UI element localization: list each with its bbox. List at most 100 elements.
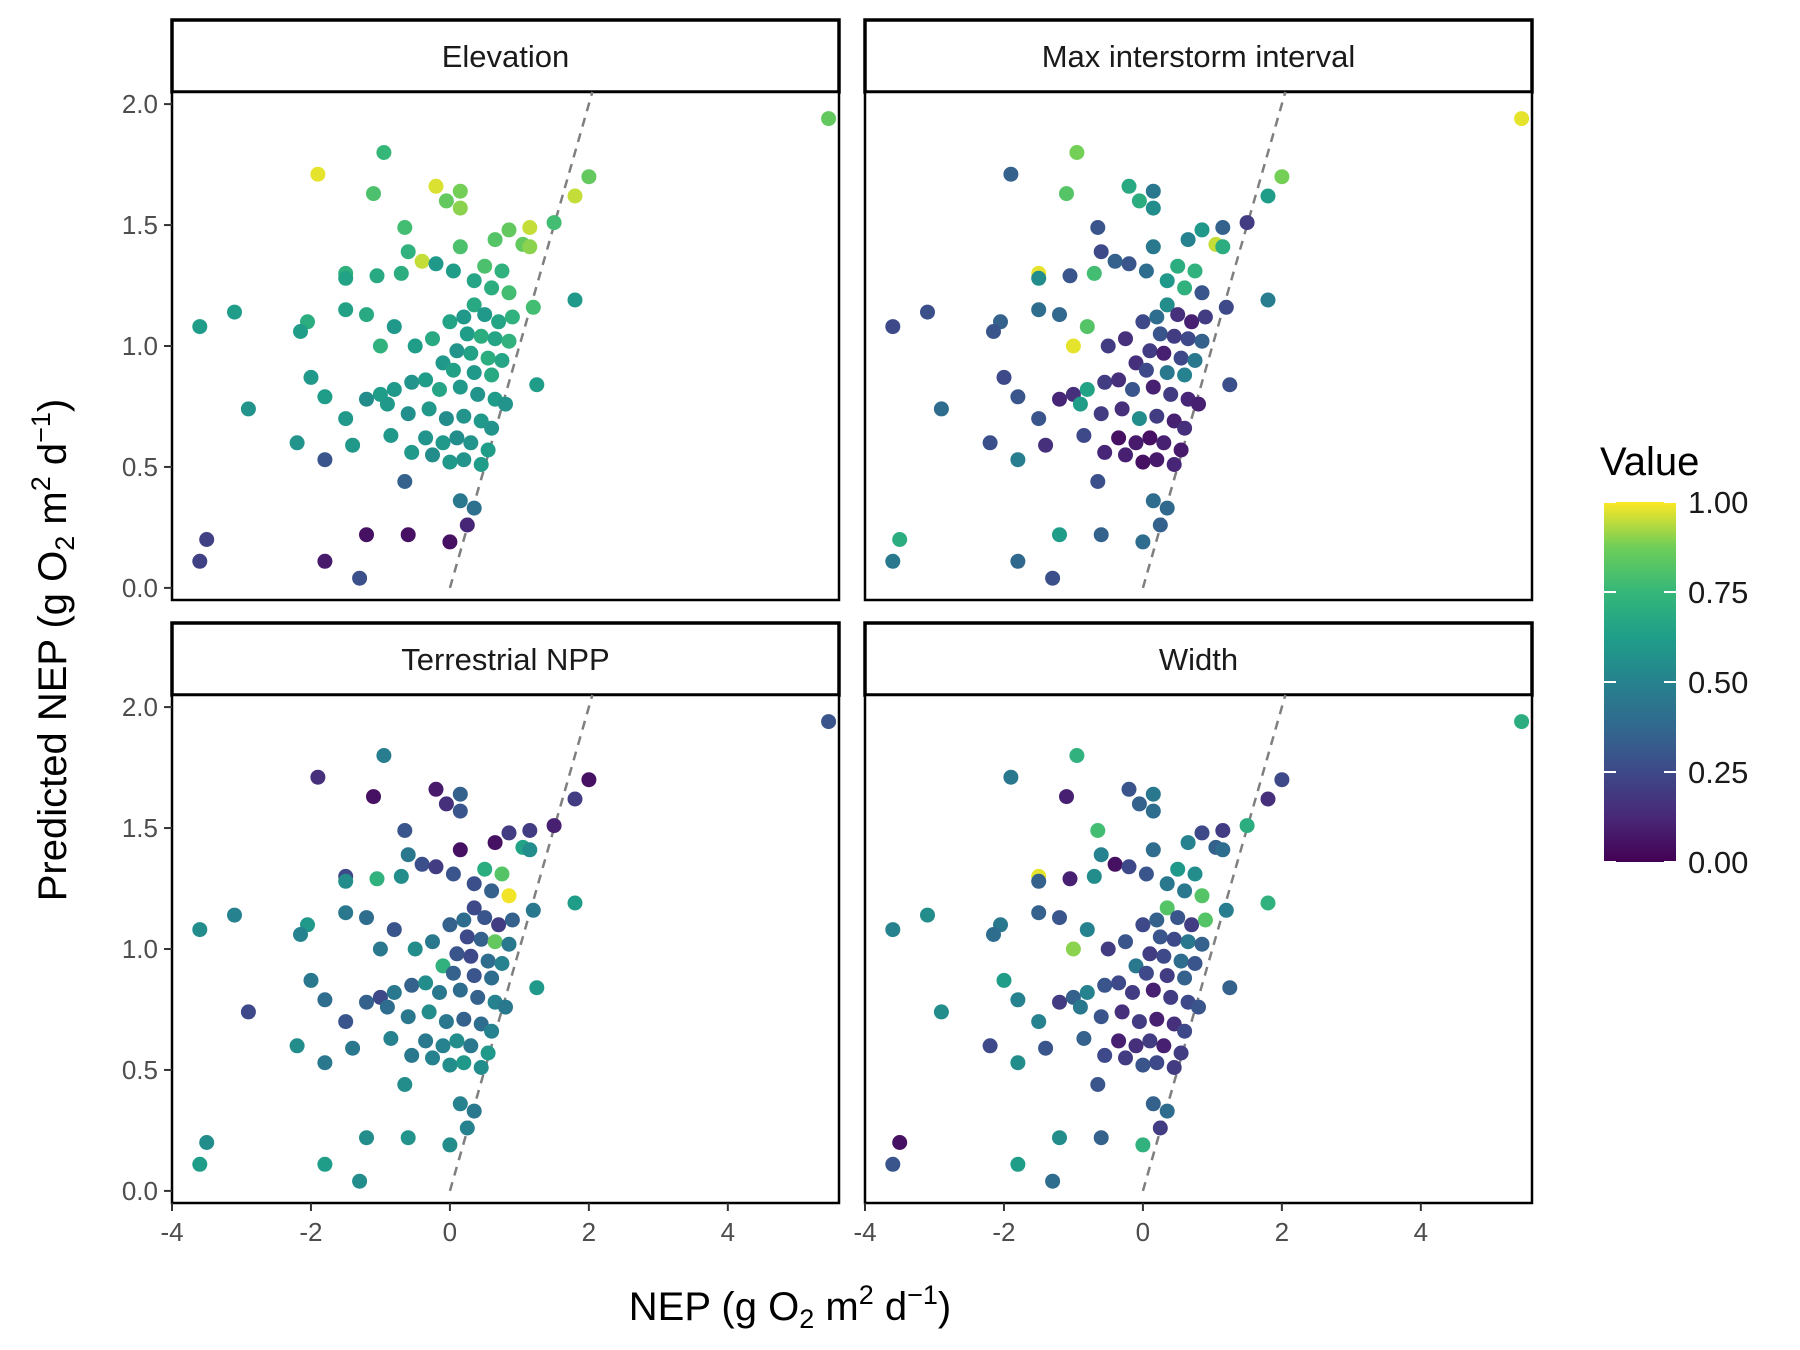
data-point bbox=[525, 902, 541, 918]
x-tick-label: 2 bbox=[1275, 1217, 1289, 1247]
data-point bbox=[449, 946, 465, 962]
data-point bbox=[480, 350, 496, 366]
facet-strip-label: Max interstorm interval bbox=[1042, 39, 1356, 74]
data-point bbox=[480, 1045, 496, 1061]
data-point bbox=[438, 796, 454, 812]
data-point bbox=[498, 999, 513, 1015]
data-point bbox=[404, 977, 420, 993]
data-point bbox=[885, 922, 901, 938]
data-point bbox=[310, 769, 326, 785]
data-point bbox=[1111, 372, 1127, 388]
data-point bbox=[1138, 362, 1154, 378]
data-point bbox=[452, 1096, 468, 1112]
data-point bbox=[1100, 941, 1116, 957]
data-point bbox=[1093, 1130, 1109, 1146]
data-point bbox=[581, 772, 597, 788]
data-point bbox=[1194, 825, 1210, 841]
data-point bbox=[1065, 338, 1081, 354]
data-point bbox=[1045, 1173, 1061, 1189]
data-point bbox=[428, 781, 444, 797]
data-point bbox=[1159, 1103, 1175, 1119]
data-point bbox=[369, 268, 385, 284]
data-point bbox=[199, 1135, 215, 1150]
x-tick-label: -2 bbox=[299, 1217, 322, 1247]
data-point bbox=[885, 319, 901, 335]
data-point bbox=[982, 435, 998, 451]
panel-2: Terrestrial NPP 0.0 0.5 1.0 1.5 2.0 -4 -2 0 2 4 bbox=[122, 621, 841, 1247]
legend-ticks: 1.00 0.75 0.50 0.25 0.00 bbox=[1604, 485, 1748, 880]
data-point bbox=[432, 985, 447, 1000]
y-tick-label: 1.0 bbox=[122, 934, 158, 964]
data-point bbox=[428, 859, 444, 875]
data-point bbox=[428, 256, 444, 272]
data-point bbox=[466, 876, 482, 892]
data-point bbox=[470, 989, 486, 1005]
data-point bbox=[1145, 239, 1161, 255]
data-point bbox=[425, 447, 440, 463]
data-point bbox=[386, 985, 402, 1000]
data-point bbox=[1149, 452, 1165, 468]
data-point bbox=[414, 253, 430, 269]
data-point bbox=[404, 1047, 420, 1063]
data-point bbox=[359, 1130, 374, 1146]
data-point bbox=[1062, 871, 1078, 887]
data-point bbox=[445, 965, 461, 981]
data-point bbox=[345, 437, 361, 453]
x-axis-title: NEP (g O2 m2 d−1) bbox=[629, 1280, 951, 1334]
data-point bbox=[1118, 1050, 1133, 1066]
data-point bbox=[1128, 435, 1144, 451]
data-point bbox=[456, 408, 472, 424]
data-point bbox=[1166, 1060, 1182, 1075]
data-point bbox=[1215, 842, 1231, 858]
data-point bbox=[435, 435, 451, 451]
data-point bbox=[487, 331, 503, 347]
data-point bbox=[1131, 796, 1147, 812]
data-point bbox=[463, 948, 479, 964]
data-point bbox=[473, 328, 489, 344]
data-point bbox=[1031, 905, 1047, 921]
data-point bbox=[1159, 900, 1175, 916]
data-point bbox=[359, 527, 374, 543]
data-point bbox=[383, 1031, 399, 1046]
facet-panels: Elevation 0.0 0.5 1.0 1.5 2.0 Max interstorm i… bbox=[122, 18, 1534, 1247]
data-point bbox=[435, 1038, 451, 1054]
data-point bbox=[1218, 299, 1234, 315]
data-point bbox=[317, 452, 333, 468]
data-point bbox=[1118, 934, 1133, 950]
data-point bbox=[438, 411, 454, 427]
data-point bbox=[466, 273, 482, 289]
data-point bbox=[1138, 263, 1154, 279]
legend-tick-label: 0.00 bbox=[1688, 845, 1748, 880]
data-point bbox=[1156, 1038, 1172, 1054]
data-point bbox=[1274, 772, 1290, 788]
data-point bbox=[933, 401, 949, 417]
data-point bbox=[1121, 256, 1137, 272]
data-point bbox=[1159, 968, 1175, 984]
data-point bbox=[494, 956, 510, 971]
data-point bbox=[581, 169, 597, 185]
data-point bbox=[1065, 941, 1081, 957]
data-point bbox=[1142, 430, 1158, 446]
data-point bbox=[567, 292, 583, 308]
data-point bbox=[885, 1156, 901, 1172]
data-point bbox=[359, 994, 374, 1010]
data-point bbox=[1166, 328, 1182, 344]
data-point bbox=[477, 307, 493, 323]
facet-strip bbox=[863, 18, 1534, 94]
data-point bbox=[366, 186, 381, 202]
legend-tick-label: 0.75 bbox=[1688, 575, 1748, 610]
data-point bbox=[1010, 1055, 1026, 1071]
data-point bbox=[1052, 994, 1067, 1010]
data-point bbox=[1187, 263, 1203, 279]
data-point bbox=[1159, 500, 1175, 516]
data-point bbox=[397, 823, 413, 838]
data-point bbox=[1191, 999, 1206, 1015]
data-point bbox=[445, 866, 461, 882]
data-point bbox=[529, 980, 545, 996]
data-point bbox=[1187, 956, 1203, 971]
data-point bbox=[484, 280, 500, 296]
data-point bbox=[1260, 292, 1276, 308]
data-point bbox=[386, 319, 402, 335]
data-point bbox=[494, 263, 510, 279]
data-point bbox=[289, 435, 305, 451]
